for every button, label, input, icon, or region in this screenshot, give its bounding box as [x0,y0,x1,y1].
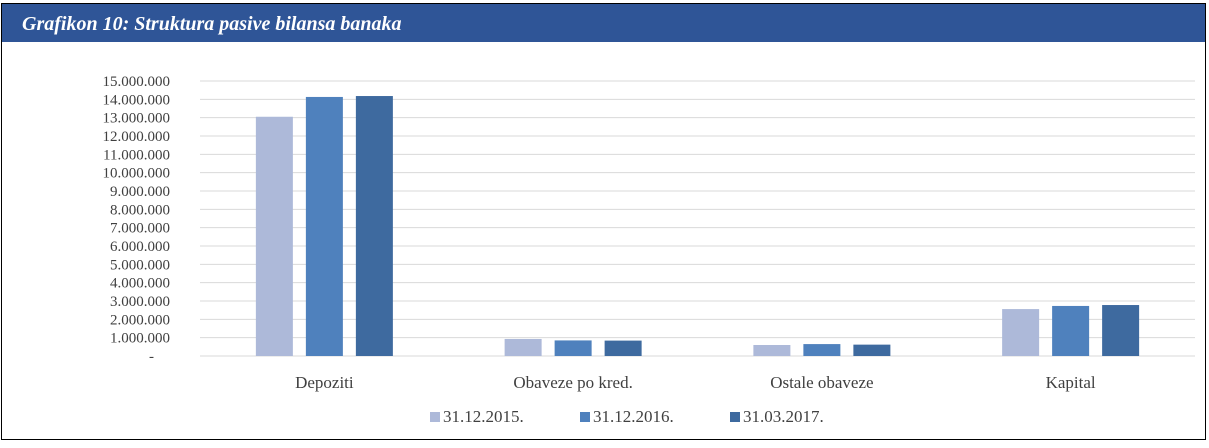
y-tick-label: - [149,349,154,365]
y-tick-label: 2.000.000 [110,312,170,328]
bar [305,96,343,356]
bar [1002,309,1040,356]
legend-label: 31.03.2017. [743,407,824,426]
bar [803,344,841,356]
bar [853,344,891,356]
y-tick-label: 7.000.000 [110,221,170,237]
bar [504,338,542,356]
y-tick-label: 9.000.000 [110,184,170,200]
y-tick-label: 12.000.000 [103,129,171,145]
x-tick-label: Depoziti [295,373,354,392]
chart-title: Grafikon 10: Struktura pasive bilansa ba… [22,13,402,35]
bar [604,340,642,356]
y-tick-label: 1.000.000 [110,331,170,347]
bar [1102,305,1140,356]
y-tick-label: 4.000.000 [110,276,170,292]
legend-label: 31.12.2016. [593,407,674,426]
legend-swatch [730,412,740,422]
legend-label: 31.12.2015. [443,407,524,426]
x-tick-label: Ostale obaveze [770,373,873,392]
bar [255,116,293,356]
y-tick-label: 10.000.000 [103,166,171,182]
x-tick-label: Kapital [1046,373,1096,392]
y-tick-label: 15.000.000 [103,74,171,90]
bar [1052,305,1090,356]
header-bar [2,4,1205,42]
y-tick-label: 8.000.000 [110,202,170,218]
legend-swatch [430,412,440,422]
bar [355,96,393,357]
frame [1,3,1206,440]
bar [554,340,592,356]
bar [753,345,791,356]
x-tick-label: Obaveze po kred. [513,373,632,392]
y-tick-label: 11.000.000 [103,147,170,163]
y-tick-label: 6.000.000 [110,239,170,255]
y-tick-label: 14.000.000 [103,92,171,108]
y-tick-label: 5.000.000 [110,257,170,273]
y-tick-label: 3.000.000 [110,294,170,310]
legend-swatch [580,412,590,422]
y-tick-label: 13.000.000 [103,111,171,127]
